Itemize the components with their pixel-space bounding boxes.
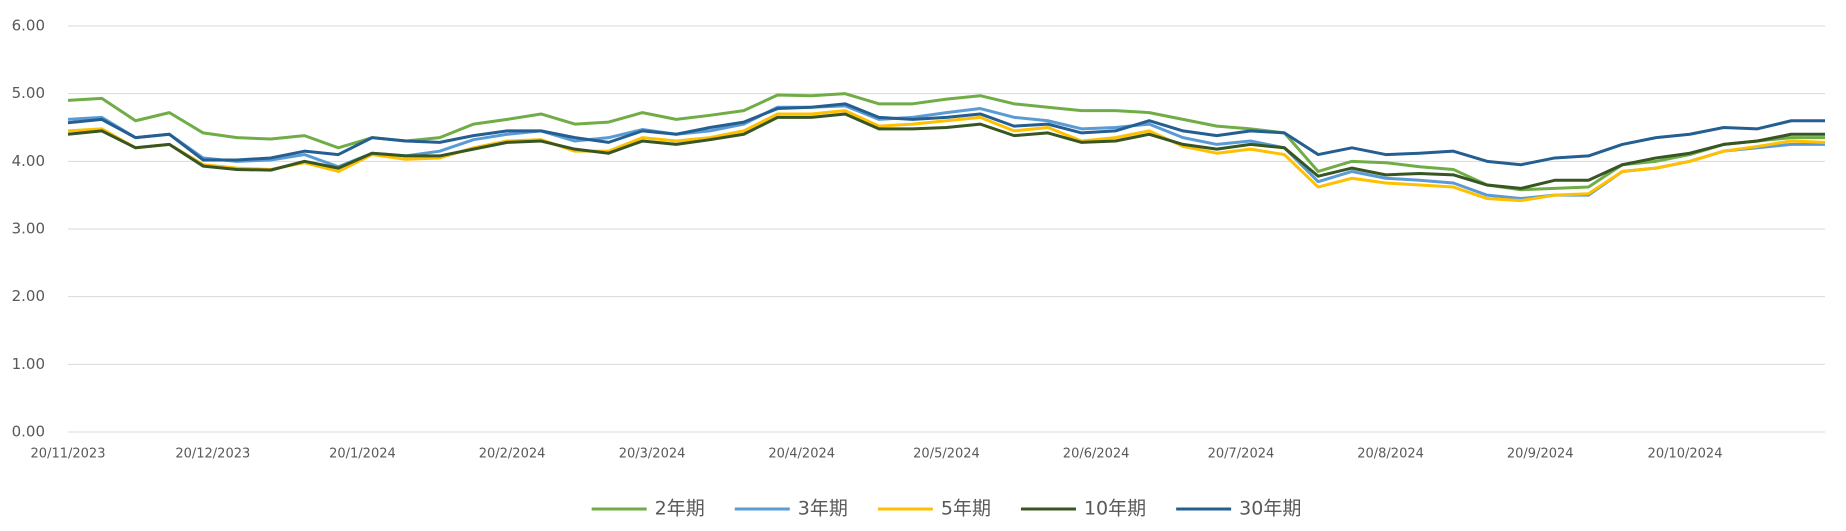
x-tick-label: 20/12/2023 (175, 447, 250, 462)
x-tick-label: 20/5/2024 (913, 447, 980, 462)
y-tick-label: 1.00 (12, 355, 45, 373)
legend-item: 10年期 (1020, 498, 1146, 520)
x-tick-label: 20/8/2024 (1357, 447, 1424, 462)
legend-label: 2年期 (655, 498, 705, 520)
series-line (67, 109, 1826, 203)
x-tick-label: 20/3/2024 (619, 447, 686, 462)
y-tick-label: 6.00 (12, 17, 45, 35)
x-tick-label: 20/10/2024 (1648, 447, 1723, 462)
x-tick-label: 20/4/2024 (768, 447, 835, 462)
y-tick-label: 2.00 (12, 287, 45, 305)
x-tick-label: 20/6/2024 (1063, 447, 1130, 462)
legend-label: 10年期 (1084, 498, 1146, 520)
x-tick-label: 20/7/2024 (1208, 447, 1275, 462)
y-tick-label: 5.00 (12, 84, 45, 102)
legend-label: 30年期 (1239, 498, 1301, 520)
x-tick-label: 20/2/2024 (479, 447, 546, 462)
x-tick-label: 20/1/2024 (329, 447, 396, 462)
series-line (67, 112, 1825, 190)
legend-label: 5年期 (941, 498, 991, 520)
legend-item: 5年期 (877, 498, 991, 520)
legend-item: 2年期 (591, 498, 705, 520)
legend-item: 3年期 (734, 498, 848, 520)
x-tick-label: 20/11/2023 (31, 447, 106, 462)
legend-label: 3年期 (798, 498, 848, 520)
series-line (67, 92, 1825, 192)
y-tick-label: 4.00 (12, 152, 45, 170)
y-tick-label: 3.00 (12, 220, 45, 238)
x-tick-label: 20/9/2024 (1507, 447, 1574, 462)
series-line (67, 102, 1825, 167)
y-tick-label: 0.00 (12, 423, 45, 441)
legend-item: 30年期 (1176, 498, 1301, 520)
